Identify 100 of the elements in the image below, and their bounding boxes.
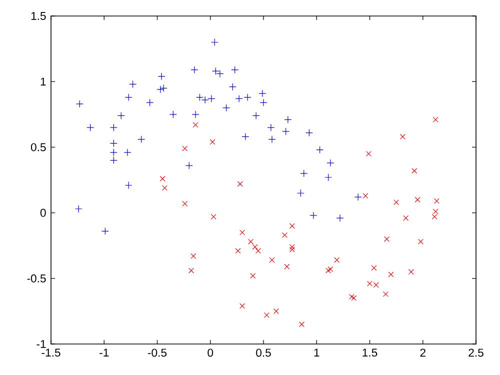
- point: [158, 72, 166, 80]
- point: [382, 291, 388, 297]
- point: [101, 227, 109, 235]
- point: [208, 94, 216, 102]
- point: [222, 104, 230, 112]
- point: [228, 83, 236, 91]
- x-tick-label: 1: [314, 348, 320, 357]
- point: [255, 248, 261, 254]
- x-tick-label: 2: [420, 348, 426, 357]
- point: [250, 273, 256, 279]
- y-tick-label: 0.5: [30, 143, 46, 152]
- x-tick-label: 1.5: [362, 348, 378, 357]
- x-tick-label: 0.5: [256, 348, 271, 357]
- point: [162, 185, 168, 191]
- point: [124, 94, 132, 102]
- x-tick-label: -1.5: [42, 348, 60, 357]
- point: [264, 312, 270, 318]
- point: [282, 232, 288, 238]
- point: [237, 181, 243, 187]
- point: [235, 94, 243, 102]
- point: [210, 38, 218, 46]
- point: [432, 208, 438, 214]
- point: [110, 140, 118, 148]
- point: [348, 294, 354, 300]
- y-tick-label: 1: [40, 78, 46, 86]
- point: [300, 170, 308, 178]
- point: [282, 128, 290, 136]
- y-tick-label: -1: [36, 340, 46, 348]
- point: [388, 272, 394, 278]
- point: [394, 200, 400, 206]
- point: [328, 266, 334, 272]
- point: [305, 129, 313, 137]
- point: [371, 265, 377, 271]
- point: [418, 238, 424, 244]
- point: [86, 124, 94, 132]
- point: [362, 192, 368, 198]
- y-tick-label: -0.5: [27, 274, 46, 282]
- point: [138, 136, 146, 144]
- point: [299, 322, 305, 328]
- point: [354, 193, 362, 201]
- point: [289, 246, 295, 252]
- point: [124, 181, 132, 190]
- point: [334, 257, 340, 263]
- point: [284, 116, 292, 124]
- point: [160, 176, 166, 182]
- x-tick-label: 0: [208, 348, 214, 357]
- point: [188, 268, 194, 274]
- point: [351, 295, 357, 301]
- point: [432, 116, 438, 122]
- point: [434, 198, 440, 204]
- point: [210, 214, 216, 220]
- point: [244, 94, 252, 102]
- point: [412, 168, 418, 174]
- point: [110, 156, 118, 164]
- x-tick-label: 2.5: [468, 348, 484, 357]
- point: [240, 303, 245, 309]
- point: [235, 248, 241, 254]
- point: [414, 196, 420, 202]
- point: [403, 215, 409, 221]
- point: [124, 148, 132, 156]
- point: [117, 112, 125, 120]
- point: [324, 174, 332, 182]
- point: [260, 98, 268, 106]
- point: [231, 66, 239, 74]
- point: [268, 136, 276, 144]
- point: [192, 110, 200, 118]
- point: [284, 264, 290, 270]
- point: [190, 253, 196, 259]
- point: [274, 308, 279, 314]
- point: [242, 132, 250, 140]
- point: [316, 146, 324, 154]
- point: [400, 134, 406, 140]
- point: [384, 236, 390, 242]
- point: [110, 148, 118, 156]
- point: [185, 162, 193, 170]
- point: [269, 257, 275, 263]
- point: [408, 269, 414, 275]
- point: [110, 124, 118, 132]
- point: [258, 90, 266, 98]
- point: [296, 189, 304, 197]
- point: [267, 124, 275, 132]
- point: [432, 214, 438, 220]
- point: [326, 268, 332, 274]
- point: [240, 230, 245, 236]
- point: [190, 66, 198, 74]
- point: [248, 238, 254, 244]
- y-tick-label: 0: [40, 208, 46, 217]
- point: [160, 84, 168, 92]
- point: [156, 86, 164, 94]
- point: [146, 98, 154, 106]
- point: [289, 223, 295, 229]
- point: [169, 110, 177, 118]
- point: [252, 244, 258, 250]
- point: [129, 80, 137, 88]
- x-tick-label: -1: [100, 348, 109, 357]
- y-tick-label: 1.5: [31, 12, 46, 20]
- point: [192, 122, 198, 128]
- point: [336, 214, 344, 222]
- point: [210, 139, 216, 145]
- point: [252, 112, 260, 120]
